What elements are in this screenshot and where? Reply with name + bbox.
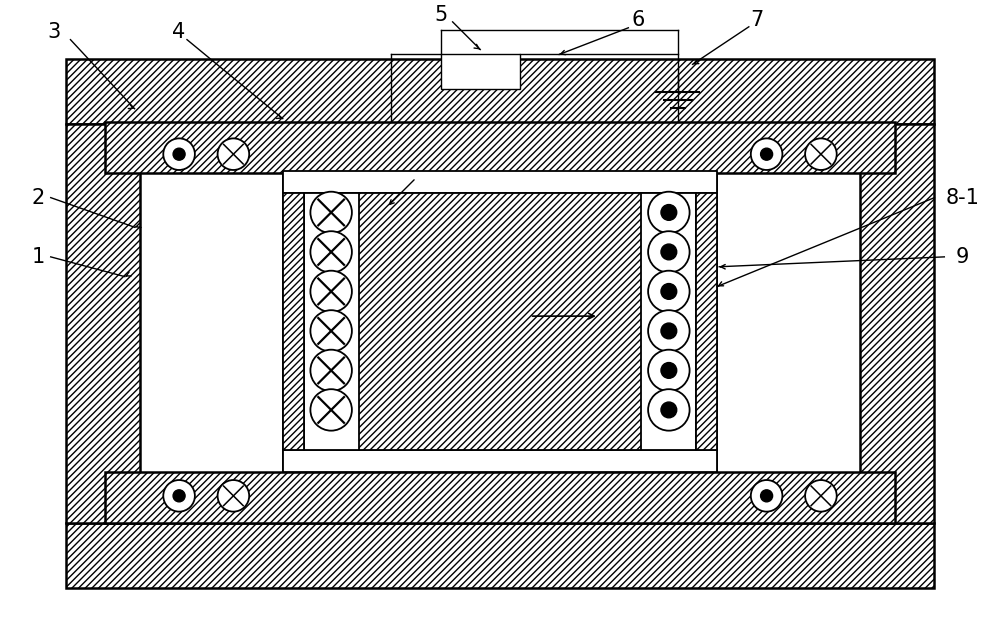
- Text: 1: 1: [31, 247, 45, 267]
- Circle shape: [751, 138, 782, 170]
- Circle shape: [218, 480, 249, 512]
- Circle shape: [805, 138, 837, 170]
- Circle shape: [661, 323, 677, 339]
- Circle shape: [761, 148, 773, 160]
- Circle shape: [761, 490, 773, 502]
- Bar: [441, 54, 520, 89]
- Circle shape: [661, 402, 677, 418]
- Circle shape: [661, 284, 677, 299]
- Circle shape: [163, 480, 195, 512]
- Bar: [105, 122, 895, 173]
- Bar: [696, 192, 717, 451]
- Circle shape: [310, 389, 352, 431]
- Text: 7: 7: [750, 10, 763, 30]
- Bar: [860, 124, 934, 524]
- Circle shape: [648, 271, 690, 312]
- Bar: [66, 124, 140, 524]
- Circle shape: [648, 192, 690, 233]
- Text: 2: 2: [31, 188, 45, 208]
- Circle shape: [310, 350, 352, 391]
- Circle shape: [310, 271, 352, 312]
- Bar: [66, 524, 934, 588]
- Circle shape: [648, 310, 690, 352]
- Circle shape: [173, 148, 185, 160]
- Circle shape: [661, 362, 677, 378]
- Text: 5: 5: [434, 5, 447, 25]
- Text: 3: 3: [47, 22, 60, 42]
- Circle shape: [661, 204, 677, 221]
- Circle shape: [218, 138, 249, 170]
- Text: 9: 9: [955, 247, 969, 267]
- Bar: [337, 192, 663, 451]
- Circle shape: [648, 350, 690, 391]
- Bar: [105, 472, 895, 524]
- Text: 4: 4: [172, 22, 186, 42]
- Bar: [283, 192, 304, 451]
- Bar: [283, 451, 717, 472]
- Text: 6: 6: [632, 10, 645, 30]
- Circle shape: [805, 480, 837, 512]
- Bar: [66, 59, 934, 124]
- Circle shape: [163, 138, 195, 170]
- Circle shape: [648, 231, 690, 272]
- Bar: [283, 171, 717, 192]
- Circle shape: [310, 231, 352, 272]
- Circle shape: [661, 244, 677, 260]
- Bar: [641, 192, 696, 451]
- Bar: [304, 192, 359, 451]
- Circle shape: [173, 490, 185, 502]
- Circle shape: [310, 192, 352, 233]
- Text: 8-1: 8-1: [945, 188, 979, 208]
- Circle shape: [310, 310, 352, 352]
- Bar: [696, 173, 717, 472]
- Bar: [283, 173, 304, 472]
- Circle shape: [751, 480, 782, 512]
- Circle shape: [648, 389, 690, 431]
